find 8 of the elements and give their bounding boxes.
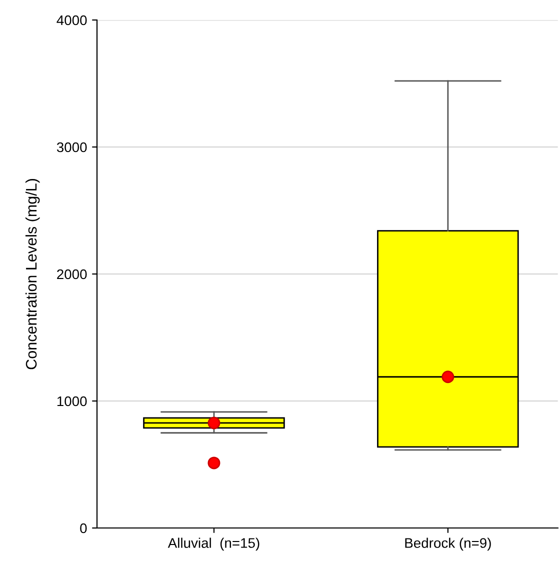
y-axis-title: Concentration Levels (mg/L) xyxy=(25,178,40,370)
y-tick-label: 0 xyxy=(80,523,87,534)
y-tick-label: 3000 xyxy=(56,142,87,152)
x-tick-label: Bedrock (n=9) xyxy=(405,538,491,551)
y-tick-label: 4000 xyxy=(56,15,87,26)
y-tick-label: 1000 xyxy=(57,396,87,406)
x-tick-label: Alluvial (n=15) xyxy=(168,538,260,551)
y-tick-label: 2000 xyxy=(57,269,87,280)
